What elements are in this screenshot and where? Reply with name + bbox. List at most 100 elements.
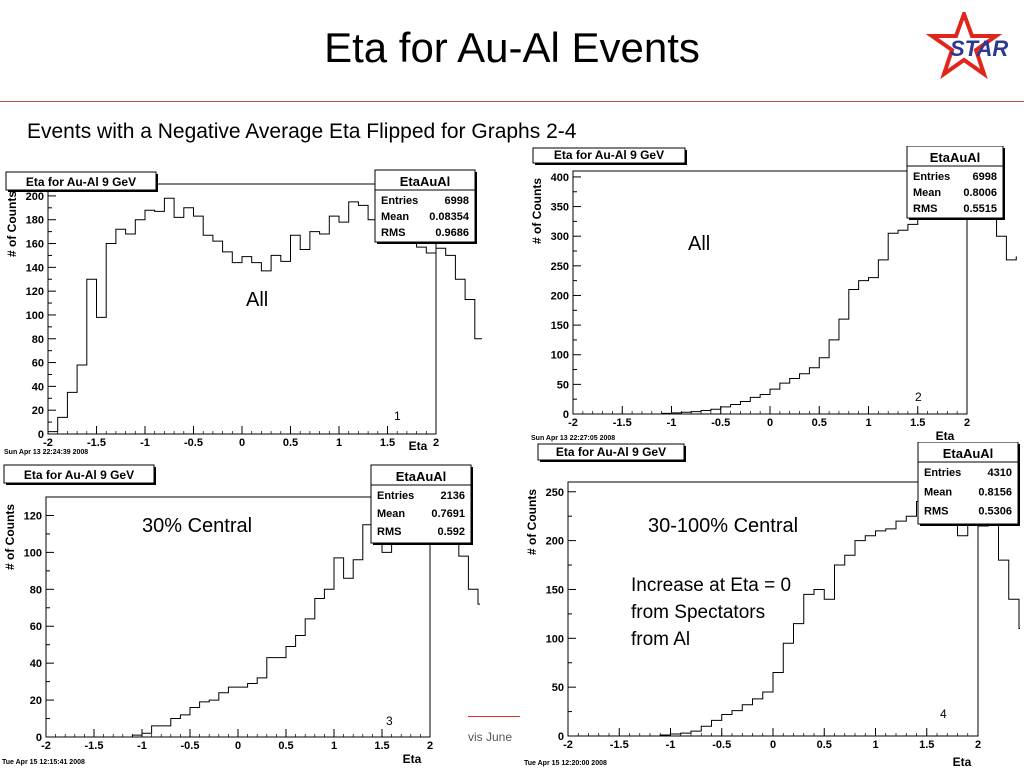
y-tick-label: 200 bbox=[26, 191, 44, 203]
x-axis-label: Eta bbox=[409, 439, 428, 453]
stats-label: RMS bbox=[924, 506, 948, 518]
histogram-series bbox=[661, 181, 1017, 414]
chart-title: Eta for Au-Al 9 GeV bbox=[556, 445, 666, 459]
x-tick-label: -1 bbox=[140, 437, 150, 449]
stats-name: EtaAuAl bbox=[943, 446, 994, 461]
histogram-panel-1: 0 20 40 60 80 100 120 140 160 180 200 -2 -1.5 -1 -0.5 0… bbox=[0, 168, 482, 458]
stats-name: EtaAuAl bbox=[930, 150, 981, 165]
y-axis-label: # of Counts bbox=[5, 191, 19, 257]
x-tick-label: -1.5 bbox=[85, 740, 104, 752]
y-tick-label: 0 bbox=[563, 409, 569, 421]
y-tick-label: 350 bbox=[551, 202, 569, 214]
footer-text: vis June bbox=[468, 730, 513, 744]
y-tick-label: 160 bbox=[26, 239, 44, 251]
x-tick-label: -2 bbox=[563, 739, 573, 751]
x-tick-label: 1.5 bbox=[919, 739, 934, 751]
x-tick-label: 0.5 bbox=[278, 740, 293, 752]
y-axis-label: # of Counts bbox=[530, 178, 544, 244]
stats-value: 6998 bbox=[973, 171, 997, 183]
histogram-4: 0 50 100 150 200 250 -2 -1.5 -1 -0.5 0 0.5 1 1.5 2 Eta … bbox=[522, 442, 1020, 768]
x-tick-label: 1.5 bbox=[910, 417, 925, 429]
stats-value: 0.08354 bbox=[429, 211, 470, 223]
histogram-2: 0 50 100 150 200 250 300 350 400 -2 -1.5 -1 -0.5 0 0.5… bbox=[529, 146, 1017, 443]
y-tick-label: 60 bbox=[32, 358, 44, 370]
x-tick-label: -0.5 bbox=[184, 437, 203, 449]
x-axis-label: Eta bbox=[936, 429, 955, 443]
y-axis-label: # of Counts bbox=[3, 504, 17, 570]
x-tick-label: -1 bbox=[666, 739, 676, 751]
stats-label: Mean bbox=[381, 211, 409, 223]
histogram-series bbox=[47, 197, 482, 434]
footer-divider bbox=[468, 716, 520, 717]
y-tick-label: 100 bbox=[551, 350, 569, 362]
timestamp: Tue Apr 15 12:15:41 2008 bbox=[2, 759, 85, 766]
annotation-text: All bbox=[246, 289, 268, 311]
stats-box bbox=[917, 442, 1019, 525]
x-tick-label: -1 bbox=[137, 740, 147, 752]
stats-label: Entries bbox=[913, 171, 950, 183]
y-tick-label: 180 bbox=[26, 215, 44, 227]
annotation-text: 30% Central bbox=[142, 515, 252, 537]
y-tick-label: 140 bbox=[26, 262, 44, 274]
histogram-series bbox=[659, 493, 1020, 736]
timestamp: Sun Apr 13 22:27:05 2008 bbox=[531, 435, 615, 442]
chart-title: Eta for Au-Al 9 GeV bbox=[24, 468, 134, 482]
x-tick-label: -1.5 bbox=[610, 739, 629, 751]
stats-value: 0.5515 bbox=[963, 203, 997, 215]
x-tick-label: 0 bbox=[767, 417, 773, 429]
y-tick-label: 300 bbox=[551, 231, 569, 243]
title-box bbox=[3, 464, 155, 484]
panel-number: 1 bbox=[394, 409, 401, 423]
title-box bbox=[5, 171, 157, 191]
panel-number: 2 bbox=[915, 390, 922, 404]
annotation-line: Increase at Eta = 0 bbox=[631, 575, 791, 596]
x-tick-label: 2 bbox=[427, 740, 433, 752]
stats-box bbox=[370, 464, 472, 544]
x-tick-label: 1.5 bbox=[374, 740, 389, 752]
x-tick-label: 2 bbox=[964, 417, 970, 429]
y-tick-label: 40 bbox=[30, 658, 42, 670]
annotation-line: All bbox=[688, 233, 710, 255]
y-tick-label: 60 bbox=[30, 621, 42, 633]
y-tick-label: 120 bbox=[26, 286, 44, 298]
y-tick-label: 250 bbox=[546, 487, 564, 499]
stats-box bbox=[374, 169, 476, 243]
y-tick-label: 120 bbox=[24, 510, 42, 522]
y-tick-label: 0 bbox=[558, 731, 564, 743]
stats-value: 0.7691 bbox=[431, 508, 465, 520]
stats-label: RMS bbox=[381, 227, 405, 239]
stats-label: Mean bbox=[913, 187, 941, 199]
annotation-line: from Al bbox=[631, 629, 690, 650]
star-logo: STAR bbox=[926, 12, 1008, 80]
y-tick-label: 80 bbox=[32, 334, 44, 346]
x-axis-label: Eta bbox=[953, 755, 972, 768]
y-tick-label: 100 bbox=[26, 310, 44, 322]
x-tick-label: 0 bbox=[239, 437, 245, 449]
x-tick-label: 0 bbox=[235, 740, 241, 752]
histogram-3: 0 20 40 60 80 100 120 -2 -1.5 -1 -0.5 0 0.5 1 1.5 2 Eta … bbox=[2, 464, 480, 766]
star-logo-shape bbox=[926, 12, 1003, 80]
x-tick-label: 0.5 bbox=[812, 417, 827, 429]
annotation-text: 30-100% Central bbox=[648, 515, 798, 537]
histogram-panel-3: 0 20 40 60 80 100 120 -2 -1.5 -1 -0.5 0 0.5 1 1.5 2 Eta … bbox=[0, 463, 480, 766]
histogram-panel-2: 0 50 100 150 200 250 300 350 400 -2 -1.5 -1 -0.5 0 0.5… bbox=[527, 146, 1017, 444]
y-tick-label: 20 bbox=[32, 405, 44, 417]
stats-value: 4310 bbox=[988, 467, 1012, 479]
title-box bbox=[537, 443, 685, 461]
stats-label: Entries bbox=[381, 195, 418, 207]
stats-value: 0.8006 bbox=[963, 187, 997, 199]
stats-name: EtaAuAl bbox=[396, 469, 447, 484]
x-tick-label: 2 bbox=[975, 739, 981, 751]
stats-value: 2136 bbox=[441, 490, 465, 502]
stats-label: RMS bbox=[913, 203, 937, 215]
annotation-line: 30-100% Central bbox=[648, 515, 798, 537]
y-tick-label: 100 bbox=[546, 633, 564, 645]
slide-subtitle: Events with a Negative Average Eta Flipp… bbox=[27, 120, 577, 143]
x-tick-label: -2 bbox=[568, 417, 578, 429]
y-tick-label: 400 bbox=[551, 172, 569, 184]
star-logo-text: STAR bbox=[950, 36, 1008, 61]
y-tick-label: 200 bbox=[546, 536, 564, 548]
x-tick-label: -0.5 bbox=[711, 417, 730, 429]
stats-value: 0.9686 bbox=[435, 227, 469, 239]
